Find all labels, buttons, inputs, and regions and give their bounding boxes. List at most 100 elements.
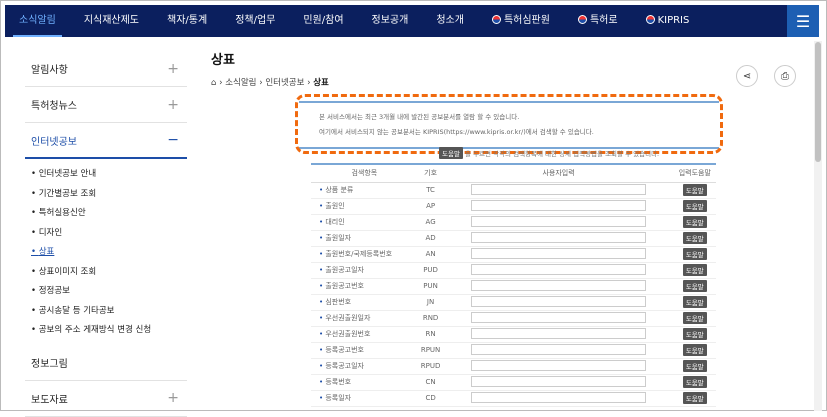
field-input[interactable] bbox=[471, 392, 646, 403]
nav-item[interactable]: 책자/통계 bbox=[153, 5, 221, 37]
help-note: 도움말 을 누르면 각각의 검색항목에 대한 상세 입력방법을 조회할 수 있습… bbox=[439, 147, 659, 159]
nav-item[interactable]: 정책/업무 bbox=[221, 5, 289, 37]
field-input[interactable] bbox=[471, 328, 646, 339]
field-name: 우선권출원번호 bbox=[311, 326, 418, 342]
table-row: 출원번호/국제등록번호AN도움말 bbox=[311, 246, 716, 262]
sidebar-item[interactable]: 공시송달 등 기타공보 bbox=[31, 302, 187, 322]
nav-item[interactable]: 소식알림 bbox=[5, 5, 70, 37]
table-row: 출원인AP도움말 bbox=[311, 198, 716, 214]
sidebar-section[interactable]: 알림사항 + bbox=[25, 51, 187, 87]
hamburger-icon[interactable]: ☰ bbox=[787, 5, 819, 37]
field-code: AD bbox=[418, 230, 444, 246]
field-input[interactable] bbox=[471, 280, 646, 291]
table-row: 우선권출원번호RN 도움말 bbox=[311, 326, 716, 342]
help-button[interactable]: 도움말 bbox=[683, 200, 707, 212]
sidebar-item[interactable]: 상표이미지 조회 bbox=[31, 263, 187, 283]
taegeuk-logo-icon bbox=[646, 15, 655, 24]
field-input[interactable] bbox=[471, 312, 646, 323]
help-badge: 도움말 bbox=[439, 147, 463, 159]
help-button[interactable]: 도움말 bbox=[683, 312, 707, 324]
field-code: CN bbox=[418, 374, 444, 390]
breadcrumb-current: 상표 bbox=[313, 78, 329, 88]
field-input[interactable] bbox=[471, 232, 646, 243]
sidebar-section-label: 알림사항 bbox=[31, 61, 68, 76]
field-name: 등록일자 bbox=[311, 390, 418, 406]
help-button[interactable]: 도움말 bbox=[683, 392, 707, 404]
share-icon[interactable]: ⋖ bbox=[736, 65, 758, 87]
table-row: 대리인AG 도움말 bbox=[311, 214, 716, 230]
print-icon[interactable]: ⎙ bbox=[774, 65, 796, 87]
nav-link[interactable]: 특허심판원 bbox=[478, 5, 564, 37]
plus-icon[interactable]: + bbox=[167, 97, 187, 113]
field-name: 출원일자 bbox=[311, 230, 418, 246]
field-code: AN bbox=[418, 246, 444, 262]
field-name: 심판번호 bbox=[311, 294, 418, 310]
field-input[interactable] bbox=[471, 376, 646, 387]
help-button[interactable]: 도움말 bbox=[683, 264, 707, 276]
field-code: RN bbox=[418, 326, 444, 342]
help-button[interactable]: 도움말 bbox=[683, 232, 707, 244]
sidebar-section-label: 특허청뉴스 bbox=[31, 97, 77, 112]
field-name: 대리인 bbox=[311, 214, 418, 230]
field-input[interactable] bbox=[471, 296, 646, 307]
field-input[interactable] bbox=[471, 200, 646, 211]
help-text: 을 누르면 각각의 검색항목에 대한 상세 입력방법을 조회할 수 있습니다. bbox=[465, 150, 659, 158]
field-input[interactable] bbox=[471, 264, 646, 275]
column-header: 사용자입력 bbox=[443, 164, 673, 182]
table-row: 심판번호JN도움말 bbox=[311, 294, 716, 310]
plus-icon[interactable]: + bbox=[167, 61, 187, 77]
column-header: 검색항목 bbox=[311, 164, 418, 182]
column-header: 기호 bbox=[418, 164, 444, 182]
field-input[interactable] bbox=[471, 248, 646, 259]
field-input[interactable] bbox=[471, 184, 646, 195]
nav-item[interactable]: 정보공개 bbox=[358, 5, 423, 37]
nav-item[interactable]: 청소개 bbox=[422, 5, 478, 37]
nav-item[interactable]: 지식재산제도 bbox=[70, 5, 153, 37]
help-button[interactable]: 도움말 bbox=[683, 296, 707, 308]
sidebar-item[interactable]: 기간별공보 조회 bbox=[31, 185, 187, 205]
taegeuk-logo-icon bbox=[492, 15, 501, 24]
sidebar-section[interactable]: 정보그림 bbox=[25, 345, 187, 381]
help-button[interactable]: 도움말 bbox=[683, 344, 707, 356]
table-row: 등록일자CD도움말 bbox=[311, 390, 716, 406]
table-row: 상품 분류TC도움말 bbox=[311, 182, 716, 198]
help-button[interactable]: 도움말 bbox=[683, 328, 707, 340]
main-content: 상표 ⌂ › 소식알림 › 인터넷공보 › 상표 ⋖ ⎙ 본 서비스에서는 최근… bbox=[211, 49, 811, 88]
table-row: 등록번호CN도움말 bbox=[311, 374, 716, 390]
sidebar-section[interactable]: 보도자료 + bbox=[25, 381, 187, 417]
sidebar-item[interactable]: 디자인 bbox=[31, 224, 187, 244]
scrollbar[interactable] bbox=[814, 41, 822, 411]
breadcrumb-item[interactable]: 인터넷공보 bbox=[265, 78, 304, 88]
nav-link[interactable]: 특허로 bbox=[564, 5, 632, 37]
help-button[interactable]: 도움말 bbox=[683, 184, 707, 196]
sidebar-item[interactable]: 공보의 주소 게재방식 변경 신청 bbox=[31, 321, 187, 341]
breadcrumb-item[interactable]: 소식알림 bbox=[225, 78, 256, 88]
field-input[interactable] bbox=[471, 216, 646, 227]
help-button[interactable]: 도움말 bbox=[683, 360, 707, 372]
home-icon[interactable]: ⌂ bbox=[211, 78, 216, 88]
field-name: 등록공고일자 bbox=[311, 358, 418, 374]
help-button[interactable]: 도움말 bbox=[683, 376, 707, 388]
scrollbar-thumb[interactable] bbox=[815, 42, 821, 162]
nav-item[interactable]: 민원/참여 bbox=[289, 5, 357, 37]
field-input[interactable] bbox=[471, 344, 646, 355]
search-table: 검색항목기호사용자입력입력도움말상품 분류TC도움말출원인AP도움말대리인AG도… bbox=[311, 163, 716, 407]
taegeuk-logo-icon bbox=[578, 15, 587, 24]
field-input[interactable] bbox=[471, 360, 646, 371]
field-code: AG bbox=[418, 214, 444, 230]
sidebar-section-label: 보도자료 bbox=[31, 391, 68, 406]
sidebar-item[interactable]: 정정공보 bbox=[31, 282, 187, 302]
sidebar-item[interactable]: 특허실용신안 bbox=[31, 204, 187, 224]
help-button[interactable]: 도움말 bbox=[683, 216, 707, 228]
minus-icon[interactable]: − bbox=[167, 132, 187, 148]
field-name: 우선권출원일자 bbox=[311, 310, 418, 326]
help-button[interactable]: 도움말 bbox=[683, 248, 707, 260]
help-button[interactable]: 도움말 bbox=[683, 280, 707, 292]
sidebar-section[interactable]: 인터넷공보− bbox=[25, 123, 187, 159]
plus-icon[interactable]: + bbox=[167, 390, 187, 406]
nav-link[interactable]: KIPRIS bbox=[632, 5, 704, 37]
field-name: 출원인 bbox=[311, 198, 418, 214]
sidebar-item[interactable]: 인터넷공보 안내 bbox=[31, 165, 187, 185]
sidebar-item[interactable]: 상표 bbox=[31, 243, 187, 263]
sidebar-section[interactable]: 특허청뉴스 + bbox=[25, 87, 187, 123]
